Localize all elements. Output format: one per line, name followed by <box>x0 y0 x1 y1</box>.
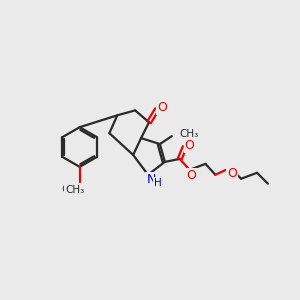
Text: H: H <box>154 178 162 188</box>
Text: O: O <box>185 139 195 152</box>
Text: CH₃: CH₃ <box>180 129 199 139</box>
Text: O: O <box>187 169 196 182</box>
Text: CH₃: CH₃ <box>65 184 84 195</box>
Text: O: O <box>227 167 237 180</box>
Text: O: O <box>157 101 167 114</box>
Text: N: N <box>146 173 156 186</box>
Text: O: O <box>61 183 71 196</box>
